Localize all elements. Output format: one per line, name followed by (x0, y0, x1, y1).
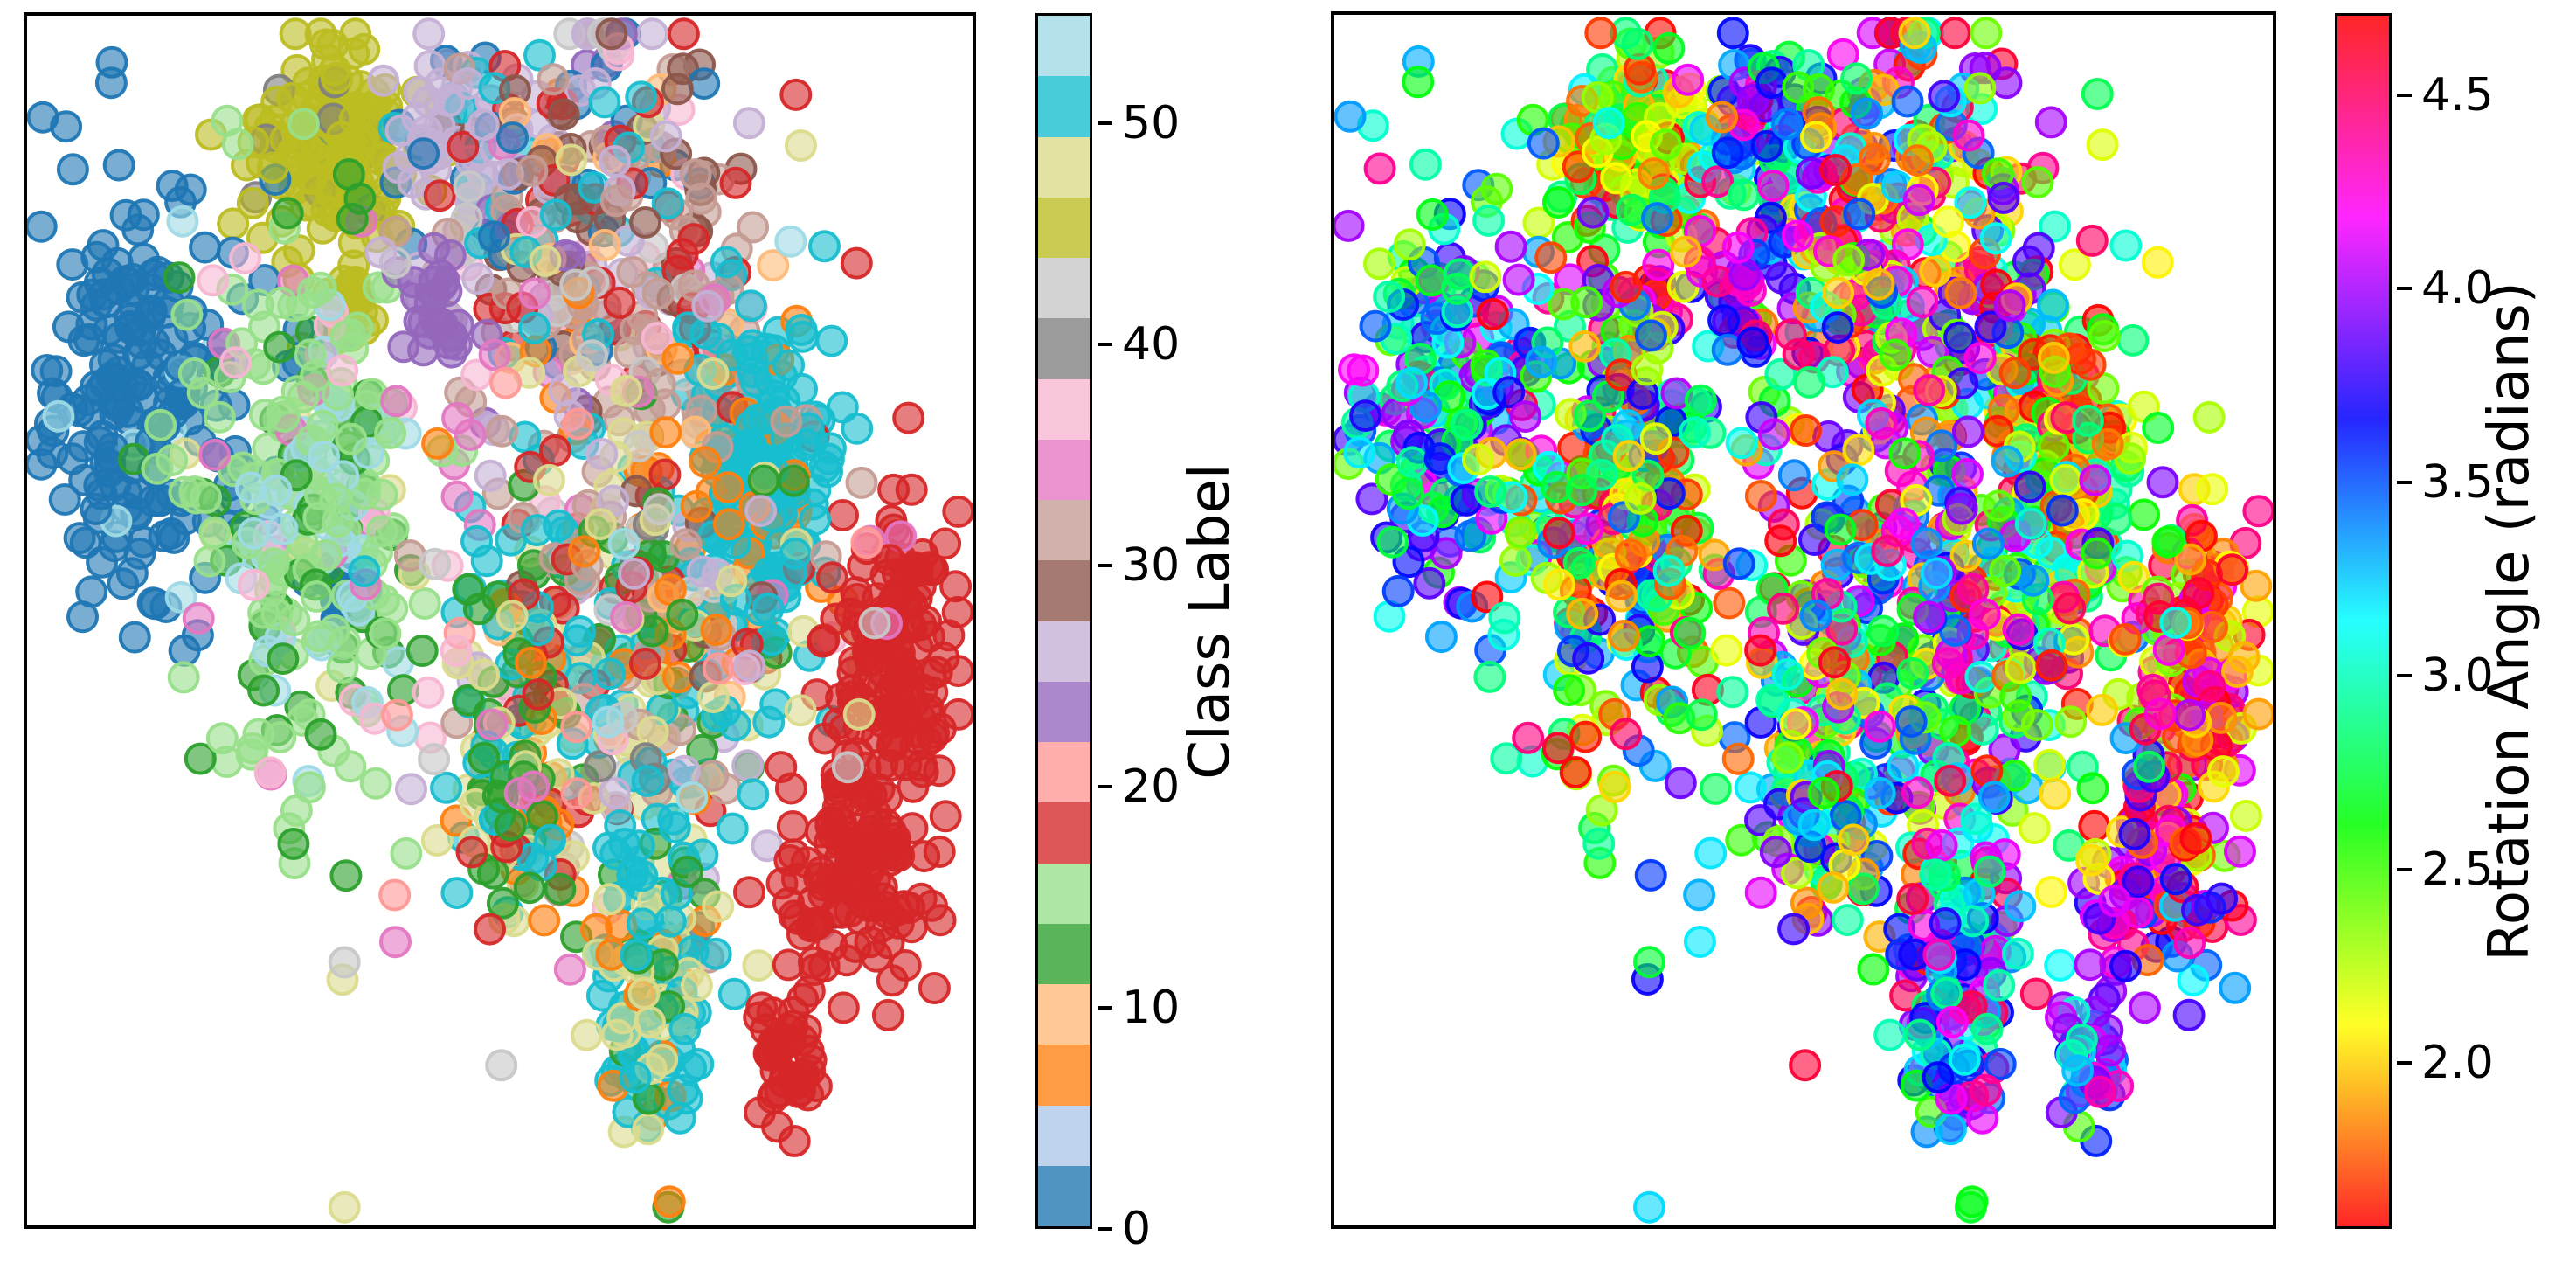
colorbar-tick-mark (2397, 674, 2412, 678)
colorbar-tick-mark (2397, 287, 2412, 291)
colorbar-tick-label: 2.5 (2421, 843, 2494, 896)
colorbar-segment (1038, 1165, 1090, 1226)
colorbar-segment (1038, 1045, 1090, 1106)
colorbar-segment (1038, 863, 1090, 924)
colorbar-tick-mark (2397, 94, 2412, 98)
colorbar-segment (1038, 258, 1090, 319)
colorbar-segment (1038, 1105, 1090, 1166)
colorbar-segment (1038, 76, 1090, 137)
colorbar-segment (1038, 742, 1090, 803)
colorbar-segment (1038, 16, 1090, 77)
colorbar-segment (1038, 621, 1090, 682)
colorbar-tick-label: 3.5 (2421, 455, 2494, 509)
colorbar-segment (1038, 197, 1090, 258)
colorbar-segment (1038, 318, 1090, 379)
colorbar-segment (1038, 560, 1090, 621)
colorbar-tick-mark (2397, 1060, 2412, 1065)
rotation-scatter-panel (1331, 11, 2276, 1229)
colorbar-tick-mark (1098, 1227, 1112, 1231)
colorbar-tick-mark (2397, 480, 2412, 484)
colorbar-segment (1038, 923, 1090, 984)
colorbar-tick-mark (1098, 121, 1112, 126)
class-colorbar-bar (1035, 13, 1092, 1229)
colorbar-tick-mark (1098, 1006, 1112, 1010)
colorbar-tick-label: 50 (1122, 97, 1181, 150)
class-colorbar-label: Class Label (1178, 462, 1243, 780)
colorbar-tick-mark (2397, 867, 2412, 871)
colorbar-tick-label: 20 (1122, 760, 1181, 814)
class-scatter-points (27, 17, 973, 1224)
rotation-scatter-points (1334, 17, 2273, 1224)
colorbar-segment (1038, 136, 1090, 198)
colorbar-tick-label: 40 (1122, 318, 1181, 371)
rotation-colorbar-gradient (2337, 16, 2389, 1226)
class-scatter-panel (24, 12, 976, 1229)
colorbar-tick-label: 3.0 (2421, 649, 2494, 703)
colorbar-tick-label: 0 (1122, 1203, 1152, 1255)
rotation-colorbar: Rotation Angle (radians) 2.0 2.5 3.0 3.5 4.0… (2335, 13, 2542, 1229)
colorbar-segment (1038, 500, 1090, 561)
colorbar-tick-mark (1098, 564, 1112, 568)
class-colorbar-gradient (1038, 16, 1090, 1226)
colorbar-segment (1038, 378, 1090, 440)
colorbar-tick-label: 4.0 (2421, 262, 2494, 316)
rotation-colorbar-bar (2335, 13, 2392, 1229)
colorbar-segment (1038, 984, 1090, 1045)
class-colorbar: Class Label 0 10 20 30 40 50 (1035, 13, 1243, 1252)
colorbar-tick-label: 10 (1122, 982, 1181, 1035)
colorbar-tick-label: 30 (1122, 539, 1181, 593)
colorbar-tick-label: 4.5 (2421, 69, 2494, 122)
colorbar-tick-label: 2.0 (2421, 1036, 2494, 1089)
colorbar-segment (1038, 681, 1090, 742)
colorbar-segment (1038, 439, 1090, 500)
colorbar-tick-mark (1098, 343, 1112, 347)
colorbar-segment (1038, 802, 1090, 864)
colorbar-tick-mark (1098, 785, 1112, 789)
